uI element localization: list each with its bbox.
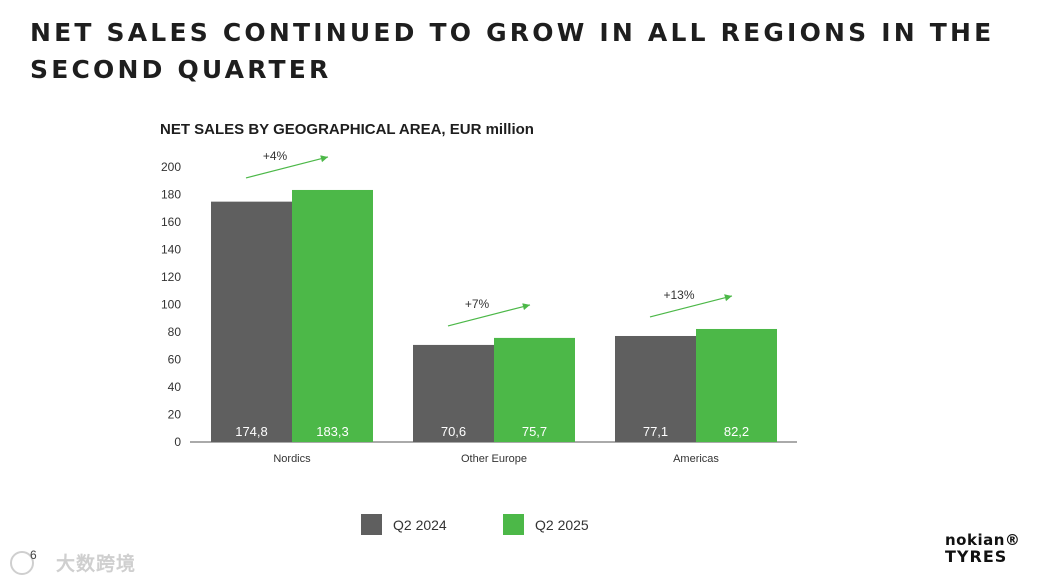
y-tick-label-60: 60 — [168, 353, 182, 367]
watermark-logo-icon — [10, 550, 34, 575]
slide-title: NET SALES CONTINUED TO GROW IN ALL REGIO… — [30, 18, 995, 84]
y-tick-label-40: 40 — [168, 380, 182, 394]
growth-arrow-nordics — [245, 155, 329, 179]
growth-label-nordics: +4% — [263, 149, 288, 163]
growth-arrow-americas — [649, 294, 733, 318]
x-tick-label-nordics: Nordics — [273, 453, 311, 465]
bar-americas-q2-2025 — [696, 328, 777, 442]
data-label-americas-q2-2024: 77,1 — [643, 424, 668, 439]
bar-chart: 0 20 40 60 80 100 120 140 160 180 200 174,8 183,3 Nor… — [161, 149, 797, 465]
y-tick-label-80: 80 — [168, 325, 182, 339]
y-tick-label-100: 100 — [161, 298, 181, 312]
x-tick-label-americas: Americas — [673, 453, 719, 465]
legend-item-q2-2024: Q2 2024 — [361, 514, 447, 535]
y-tick-label-200: 200 — [161, 160, 181, 174]
legend-item-q2-2025: Q2 2025 — [503, 514, 589, 535]
bar-americas-q2-2024 — [615, 335, 696, 442]
y-tick-label-140: 140 — [161, 243, 181, 257]
data-label-other-europe-q2-2024: 70,6 — [441, 424, 466, 439]
chart-title: NET SALES BY GEOGRAPHICAL AREA, EUR mill… — [160, 121, 534, 138]
bar-other-europe-q2-2024 — [413, 344, 494, 442]
watermark: 大数跨境 — [10, 549, 136, 576]
y-tick-label-20: 20 — [168, 408, 182, 422]
x-tick-label-other-europe: Other Europe — [461, 453, 527, 465]
logo-line-2: TYRES — [945, 547, 1008, 566]
growth-label-americas: +13% — [663, 288, 694, 302]
y-tick-label-180: 180 — [161, 188, 181, 202]
growth-label-other-europe: +7% — [465, 297, 490, 311]
page-number: 6 — [30, 548, 37, 562]
growth-arrow-other-europe — [447, 303, 531, 327]
y-tick-label-160: 160 — [161, 215, 181, 229]
legend-label-q2-2024: Q2 2024 — [393, 516, 447, 533]
data-label-other-europe-q2-2025: 75,7 — [522, 424, 547, 439]
bar-other-europe-q2-2025 — [494, 337, 575, 442]
y-tick-label-0: 0 — [174, 435, 181, 449]
legend-swatch-q2-2024 — [361, 514, 382, 535]
logo-line-1: nokian® — [945, 531, 1021, 549]
bar-nordics-q2-2025 — [292, 189, 373, 442]
legend-swatch-q2-2025 — [503, 514, 524, 535]
bar-nordics-q2-2024 — [211, 201, 292, 442]
data-label-americas-q2-2025: 82,2 — [724, 424, 749, 439]
nokian-tyres-logo: nokian® TYRES — [945, 533, 1043, 565]
data-label-nordics-q2-2024: 174,8 — [235, 424, 268, 439]
legend-label-q2-2025: Q2 2025 — [535, 516, 589, 533]
watermark-text: 大数跨境 — [56, 554, 137, 575]
data-label-nordics-q2-2025: 183,3 — [316, 424, 349, 439]
y-tick-label-120: 120 — [161, 270, 181, 284]
